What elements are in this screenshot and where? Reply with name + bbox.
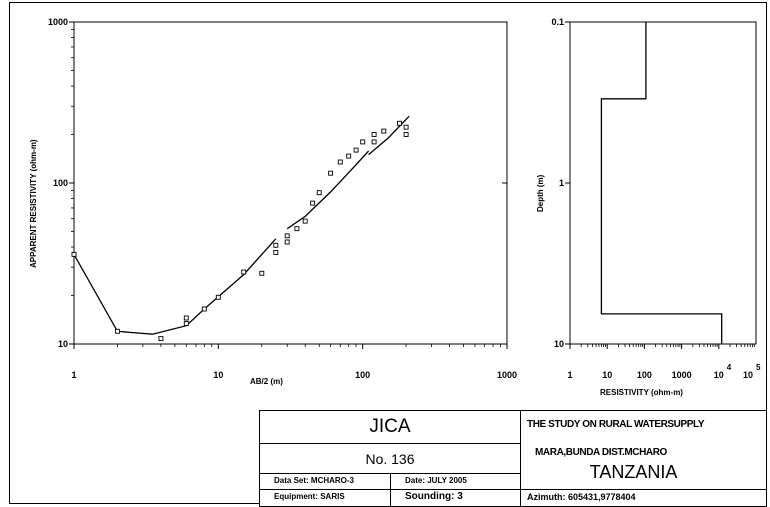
sounding-label: Sounding: 3 [405,491,463,502]
left-y-tick-label: 100 [53,178,68,188]
observed-point [310,200,316,206]
right-x-axis-label: RESISTIVITY (ohm-m) [600,388,683,397]
left-y-axis-label: APPARENT RESISTIVITY (ohm-m) [29,139,38,268]
fitted-curve-segment [286,150,370,230]
observed-point [403,124,409,130]
observed-point [302,218,308,224]
org-name: JICA [369,416,411,437]
study-title: THE STUDY ON RURAL WATERSUPPLY [527,419,705,430]
left-plot-area [73,21,508,345]
left-y-tick-label: 1000 [48,17,68,27]
observed-point [294,226,300,232]
observed-point [183,321,189,326]
observed-point [371,132,377,137]
right-y-axis-label: Depth (m) [536,174,545,212]
observed-point [403,132,409,137]
apparent-resistivity-chart: 1 10 100 1000 10 100 1000 AB/2 (m) APPARENT R… [29,17,517,386]
observed-point [353,147,359,153]
observed-point [183,315,189,321]
left-x-tick-label: 100 [355,370,370,380]
observed-point [71,251,77,257]
right-x-tick-exponent: 5 [756,363,761,372]
observed-point [328,170,334,176]
sounding-cell: Sounding: 3 [390,489,521,507]
observed-point [346,153,352,159]
equipment-cell: Equipment: SARIS [259,489,391,507]
left-x-tick-label: 1 [71,370,76,380]
left-x-tick-label: 10 [213,370,223,380]
observed-point [381,128,387,134]
left-y-tick-label: 10 [58,339,68,349]
observed-point [215,294,221,300]
azimuth-label: Azimuth: 605431,9778404 [527,492,636,502]
right-x-tick-exponent: 4 [727,363,732,372]
observed-point [397,120,402,126]
right-y-tick-label: 0.1 [551,17,564,27]
left-x-axis-label: AB/2 (m) [250,377,283,386]
observed-point [371,139,377,145]
fitted-curve-segment [73,238,277,335]
observed-point [273,242,279,248]
layer-model-line [600,22,723,344]
study-cell: THE STUDY ON RURAL WATERSUPPLY MARA,BUND… [520,410,767,490]
azimuth-cell: Azimuth: 605431,9778404 [520,489,767,507]
observed-point [201,306,207,312]
title-block: JICA No. 136 Data Set: MCHARO-3 Date: JU… [259,410,767,507]
country-label: TANZANIA [589,462,678,482]
org-cell: JICA [259,410,521,444]
right-x-tick-label: 1000 [672,370,692,380]
right-y-tick-label: 1 [559,178,564,188]
observed-point [158,336,164,342]
right-x-tick-label: 10 [743,370,753,380]
sheet-number: No. 136 [365,451,415,467]
observed-point [337,159,343,165]
date-label: Date: JULY 2005 [405,476,467,485]
observed-point [241,269,247,275]
equipment-label: Equipment: SARIS [274,492,345,501]
observed-point [273,250,279,255]
data-set-label: Data Set: MCHARO-3 [274,476,355,485]
observed-point [259,270,265,276]
observed-point [284,239,290,245]
left-x-tick-label: 1000 [497,370,517,380]
right-plot-area [569,21,757,345]
right-x-tick-label: 1 [567,370,572,380]
observed-point [114,328,120,334]
number-cell: No. 136 [259,443,521,474]
fitted-curve-segment [368,115,410,156]
right-x-tick-label: 10 [714,370,724,380]
data-set-cell: Data Set: MCHARO-3 [259,473,391,490]
observed-point [316,190,322,196]
right-x-tick-label: 100 [637,370,652,380]
right-y-tick-label: 10 [554,339,564,349]
location-label: MARA,BUNDA DIST.MCHARO [535,447,667,458]
right-x-tick-label: 10 [602,370,612,380]
observed-point [360,139,366,145]
observed-point [284,233,290,239]
date-cell: Date: JULY 2005 [390,473,521,490]
